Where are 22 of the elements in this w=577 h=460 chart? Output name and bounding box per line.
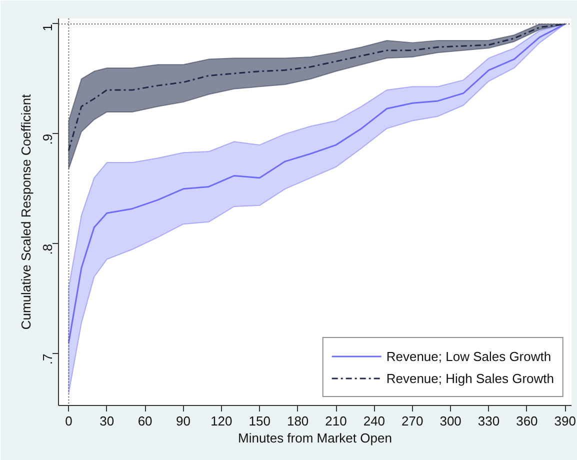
x-tick-label: 150 xyxy=(248,414,270,428)
legend-label: Revenue; High Sales Growth xyxy=(386,370,554,386)
y-tick-label: .9 xyxy=(40,134,55,145)
x-tick-label: 240 xyxy=(363,414,386,428)
y-tick-label: .8 xyxy=(40,244,55,255)
x-tick-label: 270 xyxy=(402,414,424,428)
x-tick-label: 180 xyxy=(286,414,309,428)
x-tick-label: 330 xyxy=(478,414,500,428)
x-tick-label: 210 xyxy=(325,414,347,428)
x-tick-label: 90 xyxy=(176,414,190,428)
x-tick-label: 120 xyxy=(210,414,232,428)
x-tick-label: 390 xyxy=(554,414,576,428)
x-axis-title: Minutes from Market Open xyxy=(238,430,392,446)
x-tick-label: 300 xyxy=(440,414,462,428)
x-tick-label: 30 xyxy=(100,414,114,428)
y-tick-label: .7 xyxy=(40,354,55,365)
x-tick-label: 360 xyxy=(516,414,538,428)
y-tick-label: 1 xyxy=(40,24,55,32)
y-axis-title: Cumulative Scaled Response Coefficient xyxy=(18,94,34,330)
x-tick-label: 60 xyxy=(138,414,152,428)
legend-label: Revenue; Low Sales Growth xyxy=(386,348,552,364)
x-tick-label: 0 xyxy=(65,414,72,428)
